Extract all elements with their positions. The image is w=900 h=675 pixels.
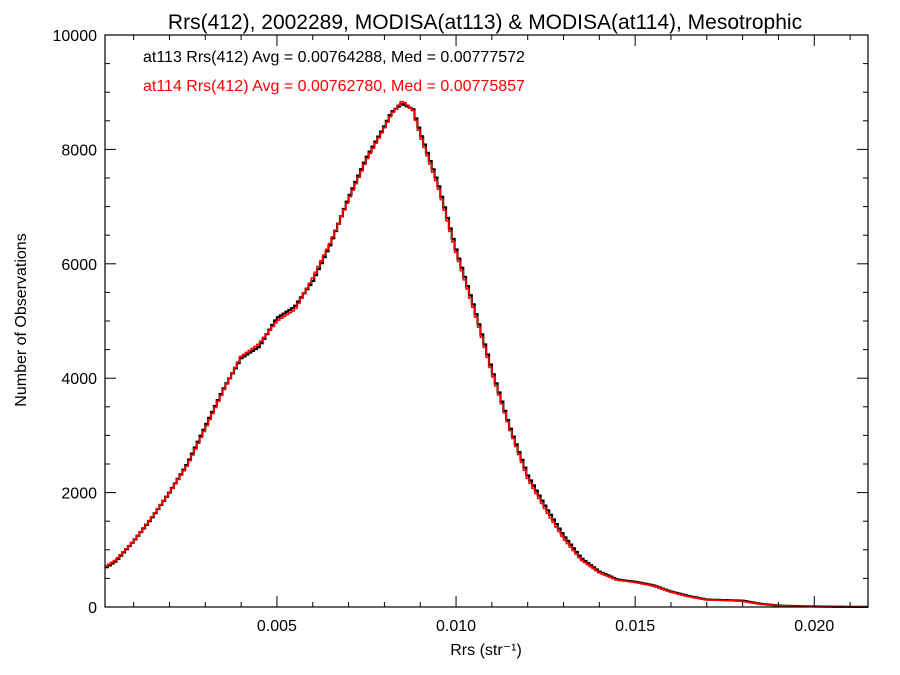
chart-title: Rrs(412), 2002289, MODISA(at113) & MODIS… <box>168 11 802 34</box>
x-tick-label-1: 0.010 <box>436 618 476 635</box>
y-tick-label-1: 2000 <box>61 486 97 503</box>
x-tick-label-3: 0.020 <box>794 618 834 635</box>
series-line-at114 <box>105 100 869 608</box>
annotation-at114: at114 Rrs(412) Avg = 0.00762780, Med = 0… <box>143 78 525 95</box>
x-axis-label: Rrs (str⁻¹) <box>450 642 522 659</box>
y-tick-label-2: 4000 <box>61 371 97 388</box>
x-tick-label-2: 0.015 <box>615 618 655 635</box>
x-axis: 0.005 0.010 0.015 0.020 <box>133 35 851 635</box>
plot-frame <box>104 34 869 608</box>
y-axis-label: Number of Observations <box>13 233 30 406</box>
y-tick-label-4: 8000 <box>61 142 97 159</box>
y-tick-label-3: 6000 <box>61 257 97 274</box>
y-axis: 0 2000 4000 6000 8000 10000 <box>53 28 868 617</box>
x-tick-label-0: 0.005 <box>257 618 297 635</box>
series-layer <box>105 100 869 608</box>
y-tick-label-5: 10000 <box>53 28 98 45</box>
annotation-at113: at113 Rrs(412) Avg = 0.00764288, Med = 0… <box>143 49 525 66</box>
y-tick-label-0: 0 <box>88 600 97 617</box>
